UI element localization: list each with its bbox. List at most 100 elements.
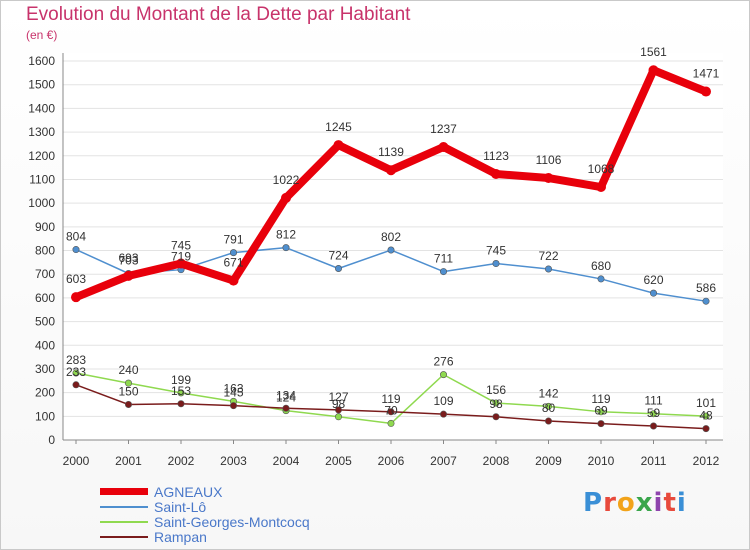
data-label: 142 bbox=[538, 386, 558, 400]
data-point bbox=[543, 173, 554, 184]
data-point bbox=[649, 289, 657, 297]
legend-item-agneaux: AGNEAUX bbox=[100, 483, 310, 500]
data-label: 70 bbox=[384, 403, 398, 417]
data-label: 745 bbox=[171, 239, 191, 253]
x-tick-label: 2010 bbox=[588, 454, 615, 468]
data-label: 703 bbox=[118, 253, 138, 267]
y-tick-label: 1000 bbox=[28, 196, 55, 210]
legend-swatch bbox=[100, 520, 148, 523]
chart-title: Evolution du Montant de la Dette par Hab… bbox=[26, 4, 411, 25]
x-tick-label: 2008 bbox=[483, 454, 510, 468]
data-label: 722 bbox=[538, 249, 558, 263]
x-tick-label: 2004 bbox=[273, 454, 300, 468]
data-label: 163 bbox=[223, 381, 243, 395]
chart-unit: (en €) bbox=[26, 28, 58, 42]
y-tick-label: 800 bbox=[35, 244, 55, 258]
data-label: 127 bbox=[328, 390, 348, 404]
y-tick-label: 1100 bbox=[29, 172, 55, 186]
brand-letter: o bbox=[616, 488, 636, 518]
data-point bbox=[230, 402, 238, 410]
x-tick-label: 2002 bbox=[168, 454, 195, 468]
y-tick-label: 1300 bbox=[28, 125, 55, 139]
data-label: 145 bbox=[223, 386, 243, 400]
data-label: 283 bbox=[66, 353, 86, 367]
data-label: 98 bbox=[332, 397, 346, 411]
data-point bbox=[125, 400, 133, 408]
data-label: 1561 bbox=[640, 45, 667, 59]
data-label: 119 bbox=[381, 392, 400, 406]
data-label: 812 bbox=[276, 228, 296, 242]
legend-label: Rampan bbox=[154, 528, 207, 545]
x-tick-label: 2012 bbox=[693, 454, 720, 468]
y-tick-label: 600 bbox=[35, 291, 55, 305]
data-point bbox=[387, 246, 395, 254]
x-tick-label: 2011 bbox=[641, 454, 667, 468]
data-label: 48 bbox=[699, 409, 713, 423]
data-label: 98 bbox=[489, 397, 503, 411]
legend-item-saint-lo: Saint-Lô bbox=[100, 499, 310, 515]
data-label: 80 bbox=[542, 401, 556, 415]
y-tick-label: 1600 bbox=[28, 54, 55, 68]
data-label: 671 bbox=[223, 256, 243, 270]
data-point bbox=[438, 141, 449, 152]
x-tick-label: 2001 bbox=[115, 454, 142, 468]
data-point bbox=[282, 404, 290, 412]
x-tick-label: 2007 bbox=[430, 454, 457, 468]
data-point bbox=[544, 402, 552, 410]
data-label: 1022 bbox=[273, 173, 300, 187]
data-label: 109 bbox=[433, 394, 453, 408]
legend-swatch bbox=[100, 488, 148, 495]
x-tick-label: 2003 bbox=[220, 454, 247, 468]
data-label: 680 bbox=[591, 259, 611, 273]
data-label: 745 bbox=[486, 244, 506, 258]
data-point bbox=[702, 412, 710, 420]
legend-swatch bbox=[100, 505, 148, 508]
data-point bbox=[123, 270, 134, 281]
data-point bbox=[72, 369, 80, 377]
data-point bbox=[597, 408, 605, 416]
x-tick-label: 2006 bbox=[378, 454, 405, 468]
data-point bbox=[72, 246, 80, 254]
data-point bbox=[386, 165, 396, 176]
data-label: 603 bbox=[66, 272, 86, 286]
data-point bbox=[597, 420, 605, 428]
data-point bbox=[596, 182, 606, 193]
data-label: 276 bbox=[433, 355, 453, 369]
data-label: 233 bbox=[66, 365, 86, 379]
plot-area bbox=[63, 53, 723, 440]
x-tick-label: 2000 bbox=[63, 454, 90, 468]
data-point bbox=[177, 400, 185, 408]
data-label: 1106 bbox=[536, 153, 562, 167]
data-point bbox=[702, 425, 710, 433]
data-point bbox=[72, 381, 80, 389]
brand-letter: i bbox=[653, 488, 664, 518]
data-point bbox=[71, 292, 81, 303]
data-point bbox=[702, 297, 710, 305]
data-label: 1068 bbox=[588, 162, 615, 176]
data-point bbox=[439, 268, 447, 276]
y-tick-label: 0 bbox=[48, 433, 55, 447]
data-label: 719 bbox=[171, 250, 191, 264]
data-label: 153 bbox=[171, 384, 191, 398]
y-tick-label: 700 bbox=[35, 267, 55, 281]
data-label: 1139 bbox=[378, 145, 404, 159]
data-point bbox=[334, 413, 342, 421]
y-tick-label: 400 bbox=[35, 338, 55, 352]
data-point bbox=[492, 399, 500, 407]
x-tick-label: 2005 bbox=[325, 454, 352, 468]
data-point bbox=[492, 413, 500, 421]
data-point bbox=[334, 265, 342, 273]
data-label: 620 bbox=[643, 273, 663, 287]
data-point bbox=[439, 371, 447, 379]
brand-letter: i bbox=[676, 488, 687, 518]
legend-label: AGNEAUX bbox=[154, 483, 223, 500]
data-label: 240 bbox=[118, 363, 138, 377]
legend: AGNEAUX Saint-Lô Saint-Georges-Montcocq … bbox=[100, 483, 310, 545]
data-label: 1471 bbox=[693, 67, 720, 81]
brand-logo: Proxiti bbox=[583, 488, 687, 518]
data-label: 111 bbox=[644, 394, 663, 408]
data-point bbox=[439, 410, 447, 418]
brand-letter: t bbox=[663, 488, 677, 518]
data-point bbox=[597, 275, 605, 283]
data-label: 1245 bbox=[325, 120, 352, 134]
